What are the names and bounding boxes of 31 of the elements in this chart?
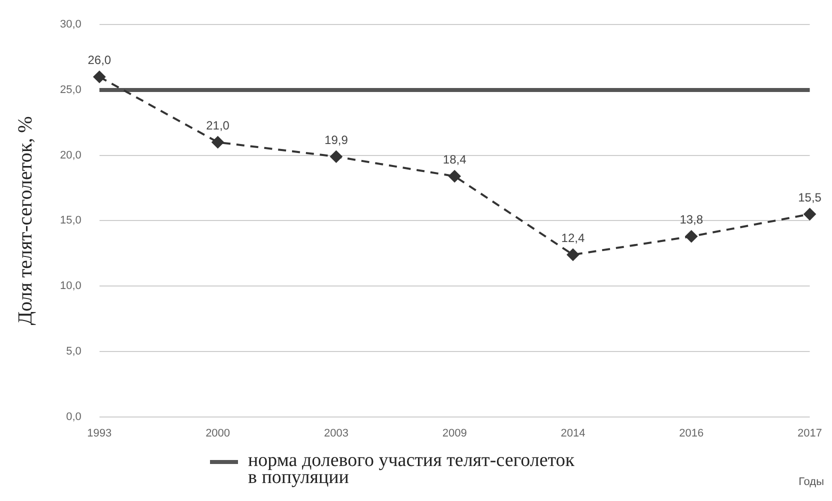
- point: [685, 230, 698, 242]
- point: [212, 136, 224, 148]
- legend-label: норма долевого участия телят-сеголеток в популяции: [248, 450, 576, 488]
- data-label: 18,4: [442, 152, 467, 167]
- x-tick-label: 2000: [206, 427, 230, 440]
- y-tick-label: 10,0: [60, 280, 82, 292]
- y-tick-label: 25,0: [60, 84, 82, 96]
- data-label: 21,0: [206, 118, 230, 133]
- y-tick-label: 15,0: [60, 214, 82, 227]
- x-tick-label: 2014: [560, 427, 586, 440]
- x-tick-label: 2017: [798, 427, 822, 440]
- data-label: 13,8: [680, 212, 704, 227]
- x-tick-label: 2009: [442, 427, 467, 440]
- x-tick-label: 2016: [679, 427, 704, 440]
- y-tick-label: 0,0: [66, 410, 82, 423]
- data-label: 15,5: [798, 190, 822, 204]
- data-label: 12,4: [561, 231, 585, 246]
- y-axis-title: Доля телят-сеголеток, %: [14, 116, 36, 326]
- point: [330, 150, 342, 163]
- point: [93, 70, 106, 83]
- point: [566, 248, 579, 261]
- x-tick-label: 1993: [87, 427, 112, 440]
- y-tick-label: 30,0: [60, 18, 82, 31]
- x-axis-title: Годы: [798, 476, 824, 488]
- x-tick-label: 2003: [324, 427, 348, 440]
- point: [804, 208, 816, 220]
- y-tick-label: 20,0: [60, 149, 82, 162]
- data-label: 19,9: [324, 132, 348, 147]
- data-label: 26,0: [88, 53, 112, 68]
- y-tick-label: 5,0: [66, 345, 82, 358]
- point: [448, 170, 461, 182]
